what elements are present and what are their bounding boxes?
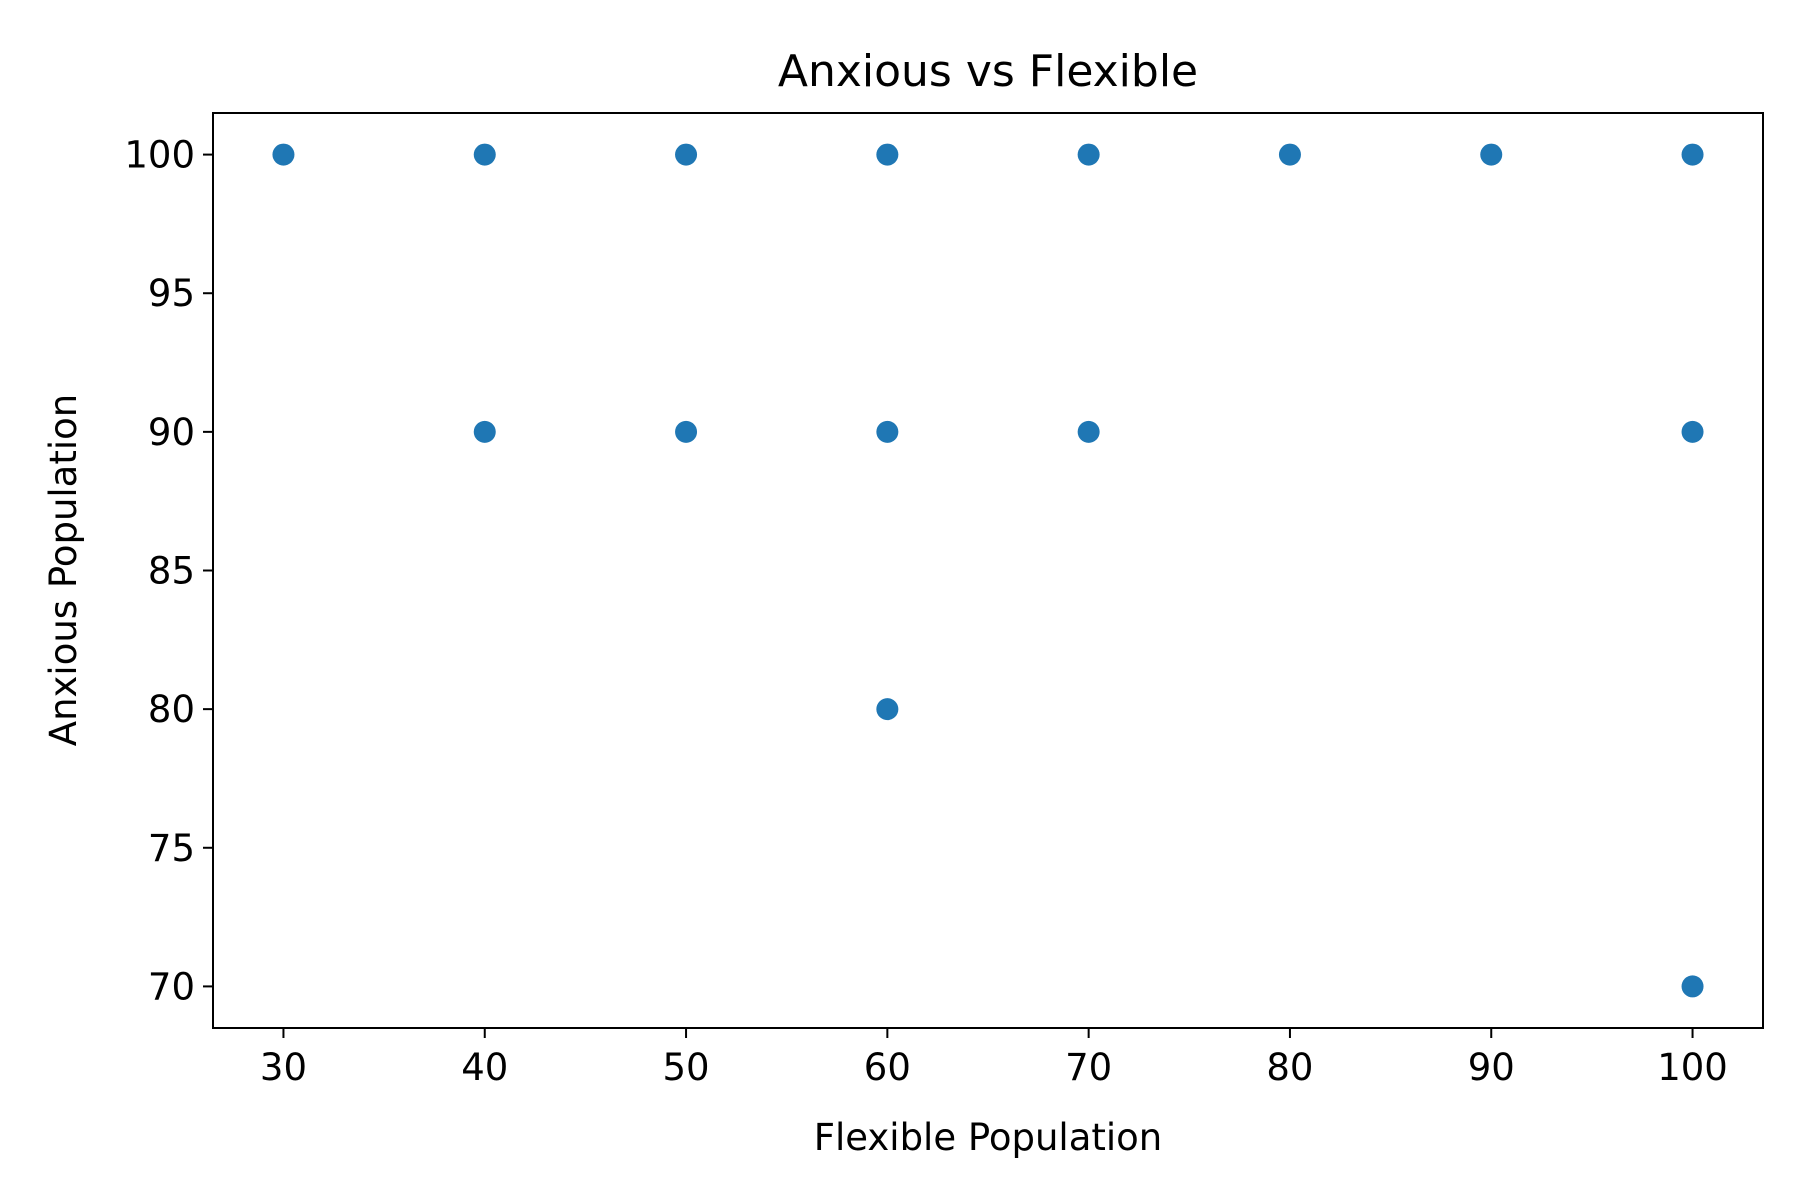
- scatter-point: [876, 420, 899, 443]
- scatter-point: [272, 143, 295, 166]
- x-tick-label: 50: [663, 1046, 710, 1089]
- x-tick-label: 100: [1657, 1046, 1728, 1089]
- y-axis-ticks: 70 75 80 85 90 95 100: [124, 134, 213, 1008]
- x-axis-ticks: 30 40 50 60 70 80 90 100: [260, 1028, 1728, 1089]
- scatter-point: [1681, 975, 1704, 998]
- scatter-point: [473, 143, 496, 166]
- x-tick-label: 40: [461, 1046, 508, 1089]
- scatter-point: [473, 420, 496, 443]
- scatter-point: [675, 143, 698, 166]
- plot-area-frame: [212, 112, 1764, 1029]
- y-tick-label: 85: [148, 550, 195, 593]
- y-tick-label: 80: [148, 688, 195, 731]
- y-tick-label: 75: [148, 827, 195, 870]
- x-tick-label: 70: [1065, 1046, 1112, 1089]
- scatter-point: [1278, 143, 1301, 166]
- scatter-point: [1681, 420, 1704, 443]
- x-tick-label: 90: [1468, 1046, 1515, 1089]
- scatter-point: [1480, 143, 1503, 166]
- chart-title: Anxious vs Flexible: [778, 46, 1198, 97]
- y-tick-label: 95: [148, 272, 195, 315]
- y-tick-label: 70: [148, 965, 195, 1008]
- y-tick-label: 90: [148, 411, 195, 454]
- y-axis-label: Anxious Population: [42, 394, 85, 746]
- scatter-point: [1681, 143, 1704, 166]
- x-axis-label: Flexible Population: [814, 1116, 1163, 1159]
- scatter-point: [876, 143, 899, 166]
- x-tick-label: 80: [1266, 1046, 1313, 1089]
- scatter-points: [272, 143, 1704, 998]
- scatter-point: [1077, 143, 1100, 166]
- x-tick-label: 60: [864, 1046, 911, 1089]
- scatter-point: [1077, 420, 1100, 443]
- x-tick-label: 30: [260, 1046, 307, 1089]
- scatter-point: [675, 420, 698, 443]
- y-tick-label: 100: [124, 134, 195, 177]
- scatter-point: [876, 698, 899, 721]
